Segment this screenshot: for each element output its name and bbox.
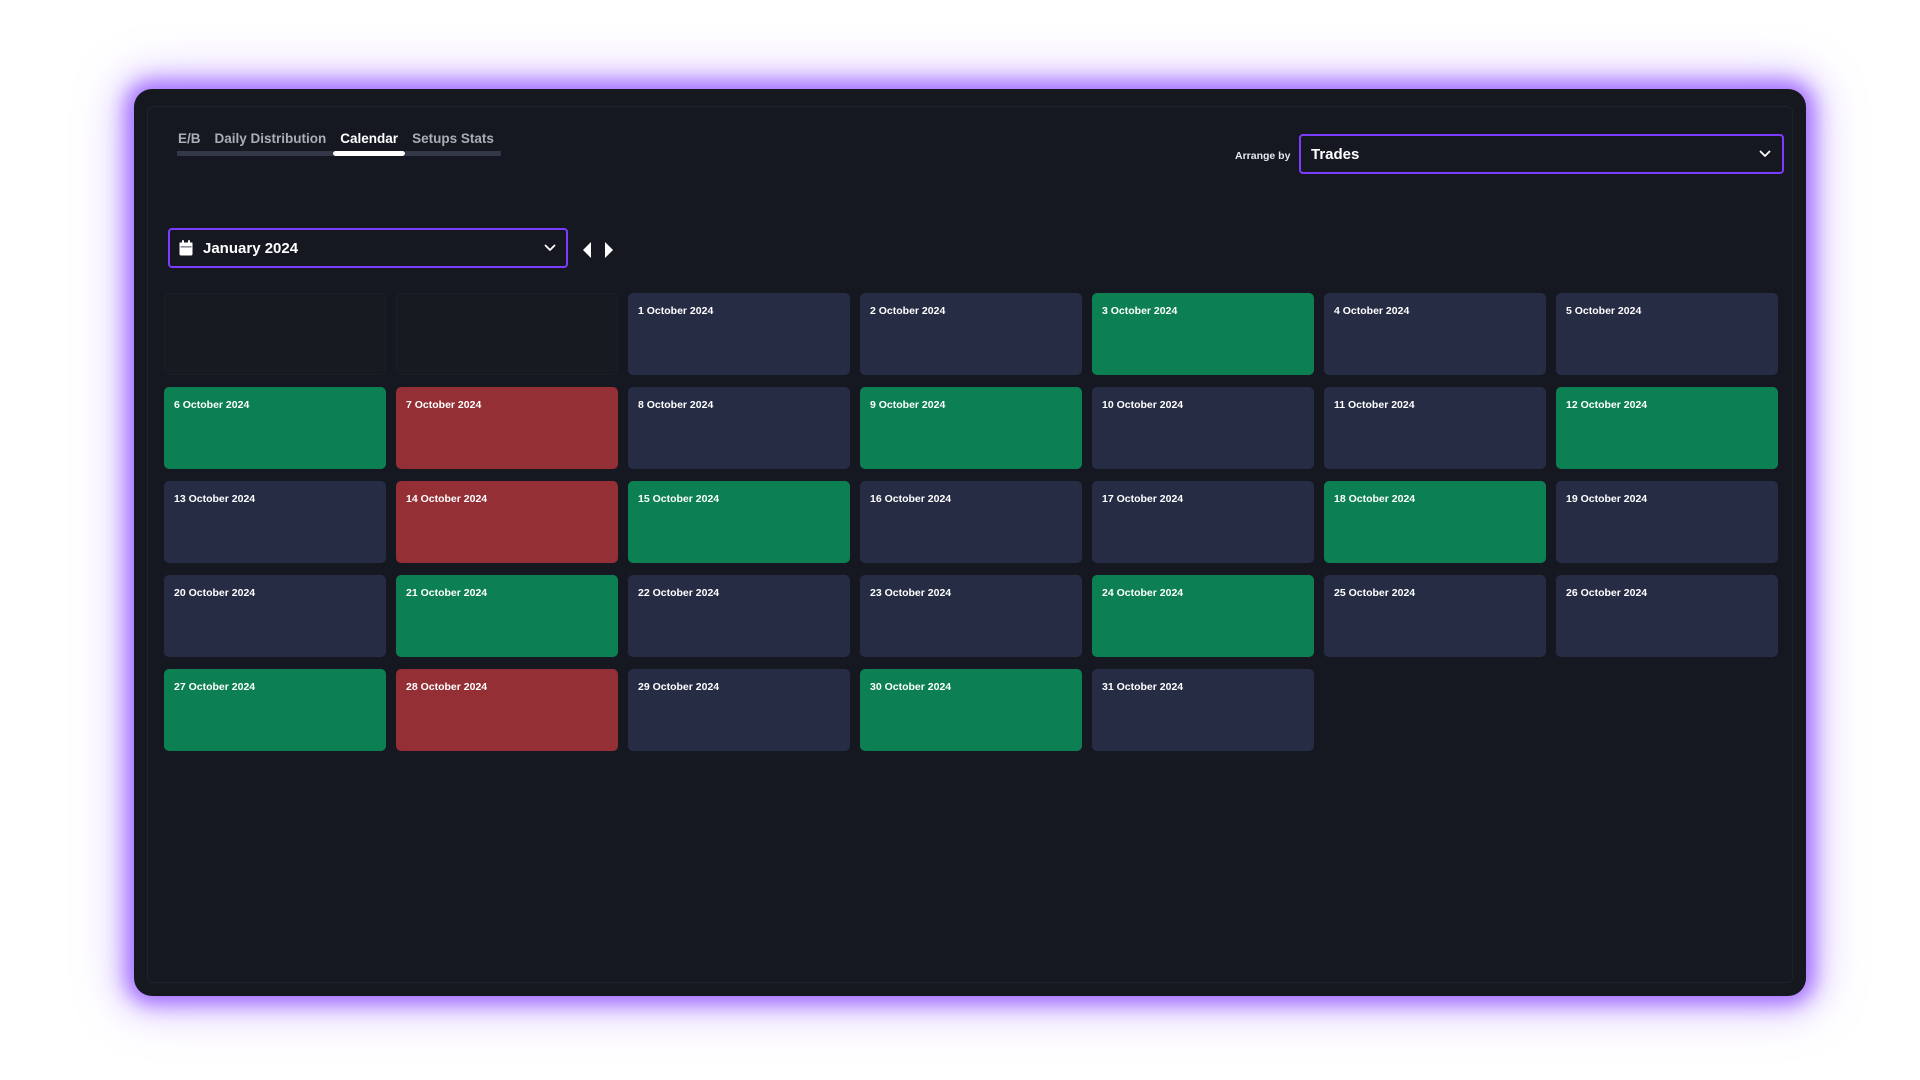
calendar-day-cell[interactable]: 5 October 2024	[1556, 293, 1778, 375]
calendar-day-cell[interactable]: 21 October 2024	[396, 575, 618, 657]
calendar-day-cell[interactable]: 30 October 2024	[860, 669, 1082, 751]
calendar-day-label: 26 October 2024	[1566, 587, 1648, 599]
calendar-day-cell[interactable]: 15 October 2024	[628, 481, 850, 563]
calendar-day-label: 23 October 2024	[870, 587, 952, 599]
calendar-day-label: 28 October 2024	[406, 681, 488, 693]
calendar-day-cell[interactable]: 16 October 2024	[860, 481, 1082, 563]
calendar-day-label: 4 October 2024	[1334, 305, 1410, 317]
calendar-day-label: 17 October 2024	[1102, 493, 1184, 505]
calendar-icon	[179, 240, 193, 256]
month-select[interactable]: January 2024	[168, 228, 568, 268]
calendar-day-label: 13 October 2024	[174, 493, 256, 505]
calendar-day-cell[interactable]: 8 October 2024	[628, 387, 850, 469]
calendar-day-label: 25 October 2024	[1334, 587, 1416, 599]
calendar-day-label: 8 October 2024	[638, 399, 714, 411]
calendar-day-label: 27 October 2024	[174, 681, 256, 693]
arrange-by-select[interactable]: Trades	[1299, 134, 1784, 174]
calendar-day-cell[interactable]: 23 October 2024	[860, 575, 1082, 657]
calendar-day-label: 22 October 2024	[638, 587, 720, 599]
calendar-day-label: 30 October 2024	[870, 681, 952, 693]
calendar-day-label: 15 October 2024	[638, 493, 720, 505]
calendar-day-label: 12 October 2024	[1566, 399, 1648, 411]
main-panel: E/B Daily Distribution Calendar Setups S…	[147, 106, 1793, 983]
calendar-day-label: 9 October 2024	[870, 399, 946, 411]
calendar-day-label: 1 October 2024	[638, 305, 714, 317]
calendar-day-cell[interactable]: 3 October 2024	[1092, 293, 1314, 375]
tab-setups-stats[interactable]: Setups Stats	[405, 131, 501, 156]
calendar-day-label: 2 October 2024	[870, 305, 946, 317]
calendar-day-cell[interactable]: 26 October 2024	[1556, 575, 1778, 657]
tab-daily-distribution[interactable]: Daily Distribution	[207, 131, 334, 156]
tab-bar: E/B Daily Distribution Calendar Setups S…	[177, 131, 501, 156]
calendar-day-cell[interactable]: 19 October 2024	[1556, 481, 1778, 563]
next-month-button[interactable]	[602, 241, 616, 259]
calendar-day-cell[interactable]: 7 October 2024	[396, 387, 618, 469]
calendar-day-label: 19 October 2024	[1566, 493, 1648, 505]
tab-calendar[interactable]: Calendar	[333, 131, 405, 156]
calendar-day-label: 5 October 2024	[1566, 305, 1642, 317]
calendar-day-label: 3 October 2024	[1102, 305, 1178, 317]
arrange-by-value: Trades	[1311, 145, 1360, 163]
calendar-day-cell[interactable]: 13 October 2024	[164, 481, 386, 563]
calendar-day-cell[interactable]: 6 October 2024	[164, 387, 386, 469]
calendar-empty-cell	[164, 293, 386, 375]
caret-right-icon	[605, 242, 613, 258]
calendar-day-label: 14 October 2024	[406, 493, 488, 505]
calendar-day-cell[interactable]: 29 October 2024	[628, 669, 850, 751]
calendar-day-cell[interactable]: 2 October 2024	[860, 293, 1082, 375]
calendar-day-cell[interactable]: 11 October 2024	[1324, 387, 1546, 469]
calendar-day-label: 10 October 2024	[1102, 399, 1184, 411]
calendar-day-label: 18 October 2024	[1334, 493, 1416, 505]
calendar-day-label: 11 October 2024	[1334, 399, 1415, 411]
tab-eb[interactable]: E/B	[177, 131, 208, 156]
month-select-value: January 2024	[203, 239, 299, 257]
calendar-day-cell[interactable]: 22 October 2024	[628, 575, 850, 657]
calendar-day-cell[interactable]: 12 October 2024	[1556, 387, 1778, 469]
calendar-day-cell[interactable]: 31 October 2024	[1092, 669, 1314, 751]
calendar-day-cell[interactable]: 10 October 2024	[1092, 387, 1314, 469]
calendar-day-cell[interactable]: 14 October 2024	[396, 481, 618, 563]
arrange-by-label: Arrange by	[1235, 150, 1291, 162]
calendar-day-cell[interactable]: 1 October 2024	[628, 293, 850, 375]
calendar-day-cell[interactable]: 25 October 2024	[1324, 575, 1546, 657]
calendar-day-cell[interactable]: 27 October 2024	[164, 669, 386, 751]
calendar-day-label: 31 October 2024	[1102, 681, 1184, 693]
calendar-day-cell[interactable]: 24 October 2024	[1092, 575, 1314, 657]
calendar-day-cell[interactable]: 20 October 2024	[164, 575, 386, 657]
calendar-day-cell[interactable]: 4 October 2024	[1324, 293, 1546, 375]
prev-month-button[interactable]	[580, 241, 594, 259]
calendar-grid: 1 October 2024 2 October 2024 3 October 20…	[164, 293, 1778, 751]
calendar-day-label: 20 October 2024	[174, 587, 256, 599]
calendar-day-label: 16 October 2024	[870, 493, 952, 505]
calendar-empty-cell	[396, 293, 618, 375]
app-window: E/B Daily Distribution Calendar Setups S…	[134, 89, 1806, 996]
calendar-day-label: 29 October 2024	[638, 681, 720, 693]
calendar-day-cell[interactable]: 17 October 2024	[1092, 481, 1314, 563]
calendar-day-label: 24 October 2024	[1102, 587, 1184, 599]
chevron-down-icon	[543, 241, 557, 255]
chevron-down-icon	[1758, 147, 1772, 161]
calendar-day-label: 7 October 2024	[406, 399, 482, 411]
caret-left-icon	[583, 242, 591, 258]
calendar-day-cell[interactable]: 9 October 2024	[860, 387, 1082, 469]
calendar-day-label: 6 October 2024	[174, 399, 250, 411]
calendar-day-cell[interactable]: 18 October 2024	[1324, 481, 1546, 563]
calendar-day-cell[interactable]: 28 October 2024	[396, 669, 618, 751]
calendar-day-label: 21 October 2024	[406, 587, 488, 599]
